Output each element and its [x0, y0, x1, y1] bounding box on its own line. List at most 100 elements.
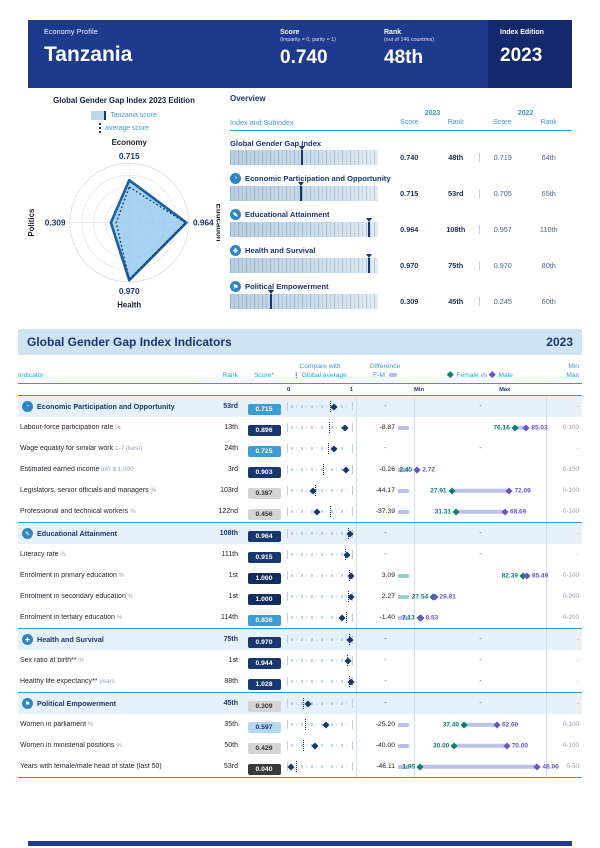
- female-vs-male-plot: -: [414, 523, 546, 545]
- difference-f-m: -: [356, 523, 414, 545]
- indicator-score: 0.836: [244, 609, 284, 627]
- rank-2023: 53rd: [448, 189, 464, 198]
- economic-opportunity-icon: ◔: [230, 173, 241, 184]
- score-distribution-strip: [230, 218, 378, 237]
- score-2023: 0.740: [400, 153, 419, 162]
- radar-legend: Tanzania score average score: [28, 111, 220, 133]
- overview-row-name: Global Gender Gap Index: [230, 139, 322, 148]
- female-value: 76.16: [493, 424, 510, 432]
- male-value: 2.72: [422, 466, 435, 474]
- difference-f-m: -8.87: [356, 417, 414, 439]
- overview-title: Overview: [230, 94, 266, 103]
- svg-text:0.970: 0.970: [119, 286, 140, 296]
- indicator-label: Estimated earned income int'l $ 1,000: [20, 466, 134, 474]
- min-max-range: -: [546, 396, 582, 418]
- difference-f-m: -: [356, 629, 414, 651]
- rank-2023: 48th: [448, 153, 464, 162]
- indicator-row: Enrolment in secondary education % 1st 1.0…: [18, 586, 582, 608]
- global-average-line: [328, 422, 330, 434]
- score-chip: 0.456: [247, 508, 281, 520]
- indicator-label: Women in parliament %: [20, 721, 94, 729]
- col-diff-line2: F-M: [373, 371, 386, 379]
- rank-2022: 60th: [541, 297, 556, 306]
- svg-text:0.309: 0.309: [45, 217, 66, 227]
- svg-text:Economy: Economy: [112, 138, 148, 147]
- female-vs-male-plot: 30.00 70.00: [414, 735, 546, 757]
- score-chip: 0.970: [247, 636, 281, 648]
- indicator-label: Healthy life expectancy** years: [20, 678, 115, 686]
- overview-panel: Overview 2023 2022 Index and Subindex Sc…: [230, 92, 572, 319]
- score-label: Score: [280, 29, 300, 36]
- indicator-row: Women in ministerial positions % 50th 0.42…: [18, 735, 582, 757]
- indicator-rank: 103rd: [220, 487, 238, 495]
- header-score-block: Score (imparity = 0, parity = 1) 0.740: [280, 20, 384, 88]
- indicator-rank: 114th: [221, 614, 238, 622]
- compare-global-average-plot: [287, 549, 353, 561]
- difference-bar-legend-icon: [388, 372, 397, 377]
- score-distribution-strip: [230, 146, 378, 165]
- indicator-section-row: ✚ Health and Survival 75th 0.970- - -: [18, 628, 582, 651]
- indicator-label: ◔ Economic Participation and Opportunity: [18, 401, 210, 413]
- score-2022: 0.957: [479, 225, 526, 234]
- compare-global-average-plot: [287, 655, 353, 667]
- min-max-range: 0-200: [546, 607, 582, 629]
- compare-global-average-plot: [287, 698, 353, 710]
- col-min-label: Min: [568, 363, 579, 370]
- col-compare-line2: Global average: [301, 371, 347, 379]
- difference-f-m: 3.09: [356, 565, 414, 587]
- overview-row: ⚑ Political Empowerment 0.309 45th 0.245 60th: [230, 281, 572, 309]
- indicator-row: Years with female/male head of state (la…: [18, 756, 582, 778]
- compare-global-average-plot: [287, 634, 354, 646]
- score-distribution-strip: [230, 182, 378, 201]
- indicator-rank: 24th: [224, 445, 238, 453]
- header-main: Economy Profile Tanzania: [28, 20, 280, 88]
- min-max-range: -: [546, 650, 582, 672]
- female-vs-male-plot: 1.95 48.06: [402, 756, 559, 778]
- economic-opportunity-icon: ◔: [22, 401, 33, 413]
- indicator-rank: 1st: [228, 593, 238, 601]
- min-max-range: 0-100: [546, 501, 582, 523]
- education-icon: ✎: [22, 528, 33, 540]
- male-value-diamond: [522, 424, 530, 432]
- difference-f-m: -46.11: [356, 756, 414, 778]
- indicator-rank: 108th: [219, 530, 238, 538]
- header: Economy Profile Tanzania Score (imparity…: [28, 20, 572, 88]
- score-chip: 0.597: [247, 721, 281, 733]
- country-score-diamond: [347, 572, 355, 580]
- score-2023: 0.964: [400, 225, 419, 234]
- indicator-score: 0.309: [244, 695, 284, 713]
- female-diamond-icon: [447, 371, 454, 378]
- min-max-range: -: [546, 671, 582, 693]
- indicator-rows: ◔ Economic Participation and Opportunity 5…: [18, 395, 582, 779]
- compare-global-average-plot: [287, 719, 353, 731]
- country-score-diamond: [313, 508, 321, 516]
- country-score-diamond: [341, 424, 349, 432]
- country-score-marker: [365, 218, 372, 237]
- female-vs-male-plot: 2.45 2.72: [399, 459, 546, 481]
- indicator-score: 0.944: [244, 652, 284, 670]
- indicator-label: Enrolment in secondary education %: [20, 593, 134, 601]
- rank-value: 48th: [384, 47, 424, 68]
- female-vs-male-plot: 37.40 62.60: [414, 714, 546, 736]
- min-max-range: 0-50: [546, 756, 582, 778]
- indicator-rank: 122nd: [218, 508, 238, 516]
- compare-global-average-plot: [287, 570, 355, 582]
- indicator-section-row: ⚑ Political Empowerment 45th 0.309- - -: [18, 692, 582, 715]
- footer-bar: [28, 841, 572, 846]
- min-max-range: 0-100: [546, 480, 582, 502]
- overview-year-2023: 2023: [424, 110, 441, 117]
- male-value-diamond: [505, 487, 513, 495]
- score-chip: 0.309: [247, 700, 281, 712]
- difference-f-m: 2.27: [356, 586, 414, 608]
- country-score-marker: [267, 290, 274, 309]
- country-score-marker: [365, 254, 372, 273]
- col-compare-line1: Compare with: [299, 363, 341, 370]
- indicators-column-headers: Indicator Rank Score* Compare with ⋮ Glo…: [18, 355, 582, 385]
- upper-content: Global Gender Gap Index 2023 Edition Tan…: [0, 88, 600, 319]
- indicators-scale-row: 0 1 Min Max: [18, 384, 582, 395]
- global-average-line: [346, 612, 348, 624]
- score-chip: 0.836: [247, 614, 281, 626]
- female-value: 27.54: [411, 593, 429, 601]
- compare-global-average-plot: [287, 591, 355, 603]
- indicator-rank: 1st: [228, 572, 238, 580]
